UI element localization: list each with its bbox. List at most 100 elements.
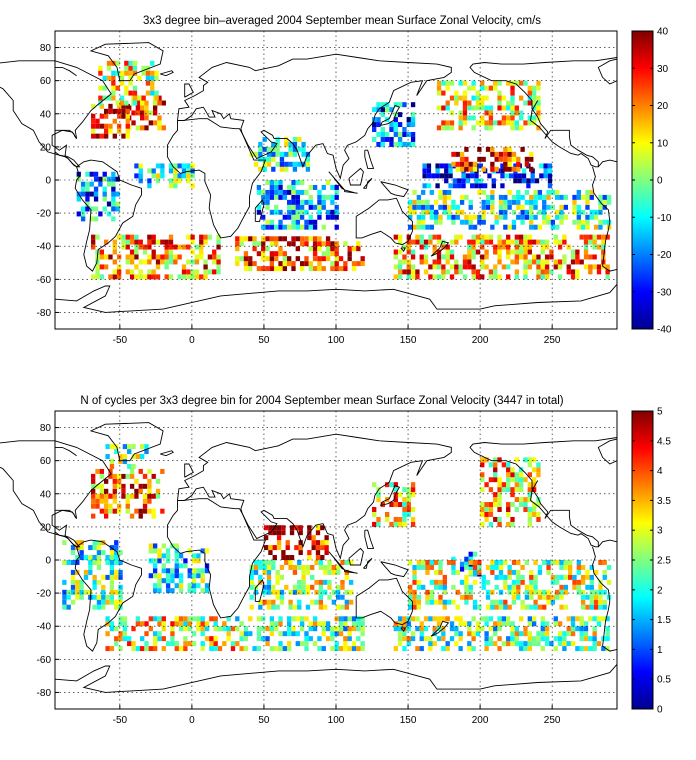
bin-cell [580, 594, 586, 600]
bin-cell [433, 584, 439, 590]
bin-cell [511, 194, 517, 200]
bin-cell [442, 589, 447, 595]
bin-cell [324, 535, 329, 541]
bin-cell [425, 199, 430, 205]
bin-cell [142, 259, 148, 265]
bin-cell [186, 234, 191, 240]
bin-cell [256, 631, 262, 637]
bin-cell [580, 209, 586, 215]
bin-cell [553, 259, 558, 265]
bin-cell [279, 161, 285, 167]
bin-cell [503, 560, 508, 565]
bin-cell [96, 545, 102, 551]
bin-cell [122, 621, 128, 627]
bin-cell [312, 219, 318, 225]
bin-cell [493, 492, 498, 498]
bin-cell [462, 264, 468, 270]
bin-cell [318, 589, 324, 595]
bin-cell [507, 574, 512, 580]
bin-cell [484, 85, 489, 91]
bin-cell [458, 646, 463, 652]
bin-cell [412, 199, 417, 205]
bin-cell [529, 166, 534, 172]
bin-cell [256, 209, 262, 215]
bin-cell [262, 584, 267, 590]
bin-cell [269, 256, 275, 262]
bin-cell [168, 274, 174, 280]
bin-cell [475, 234, 481, 240]
bin-cell [572, 574, 577, 580]
bin-cell [529, 156, 534, 162]
bin-cell [429, 189, 434, 195]
bin-cell [402, 244, 407, 250]
bin-cell [161, 636, 166, 642]
bin-cell [536, 105, 541, 111]
bin-cell [186, 259, 191, 265]
bin-cell [105, 631, 110, 637]
bin-cell [348, 599, 354, 605]
bin-cell [299, 199, 305, 205]
bin-cell [152, 105, 158, 111]
bin-cell [196, 616, 201, 622]
bin-cell [343, 261, 348, 267]
bin-cell [312, 251, 318, 257]
bin-cell [105, 599, 110, 605]
bin-cell [138, 168, 143, 174]
bin-cell [347, 636, 352, 642]
bin-cell [602, 589, 607, 595]
bin-cell [557, 641, 563, 647]
bin-cell [203, 259, 208, 265]
bin-cell [389, 141, 394, 147]
bin-cell [275, 569, 280, 575]
bin-cell [441, 244, 446, 250]
bin-cell [527, 621, 532, 627]
bin-cell [299, 241, 305, 247]
bin-cell [544, 626, 550, 632]
bin-cell [118, 589, 123, 595]
bin-cell [494, 151, 499, 157]
bin-cell [200, 616, 205, 622]
bin-cell [116, 508, 122, 514]
bin-cell [553, 239, 558, 245]
bin-cell [531, 259, 537, 265]
bin-cell [116, 269, 122, 275]
bin-cell [95, 269, 100, 275]
bin-cell [95, 133, 100, 139]
bin-cell [523, 646, 528, 652]
bin-cell [177, 163, 182, 169]
bin-cell [269, 646, 275, 652]
bin-cell [344, 589, 349, 595]
bin-cell [493, 264, 498, 270]
bin-cell [278, 266, 283, 272]
bin-cell [454, 641, 459, 647]
bin-cell [523, 641, 528, 647]
bin-cell [121, 103, 126, 109]
bin-cell [523, 254, 528, 260]
bin-cell [142, 508, 148, 514]
bin-cell [527, 646, 532, 652]
bin-cell [199, 234, 204, 240]
bin-cell [291, 224, 296, 230]
bin-cell [106, 60, 112, 66]
bin-cell [480, 487, 485, 493]
bin-cell [454, 100, 459, 106]
bin-cell [239, 236, 244, 242]
bin-cell [510, 85, 515, 91]
bin-cell [281, 550, 286, 556]
bin-cell [122, 444, 128, 450]
bin-cell [493, 626, 498, 632]
bin-cell [555, 194, 560, 200]
bin-cell [523, 244, 528, 250]
bin-cell [497, 80, 502, 86]
bin-cell [134, 478, 139, 484]
bin-cell [527, 511, 532, 517]
bin-cell [536, 641, 541, 647]
bin-cell [412, 224, 417, 230]
bin-cell [451, 564, 456, 570]
bin-cell [419, 239, 424, 245]
bin-cell [99, 113, 104, 119]
bin-cell [174, 583, 179, 589]
bin-cell [422, 168, 427, 174]
colorbar-tick-label: 1.5 [657, 615, 671, 626]
bin-cell [92, 574, 97, 580]
